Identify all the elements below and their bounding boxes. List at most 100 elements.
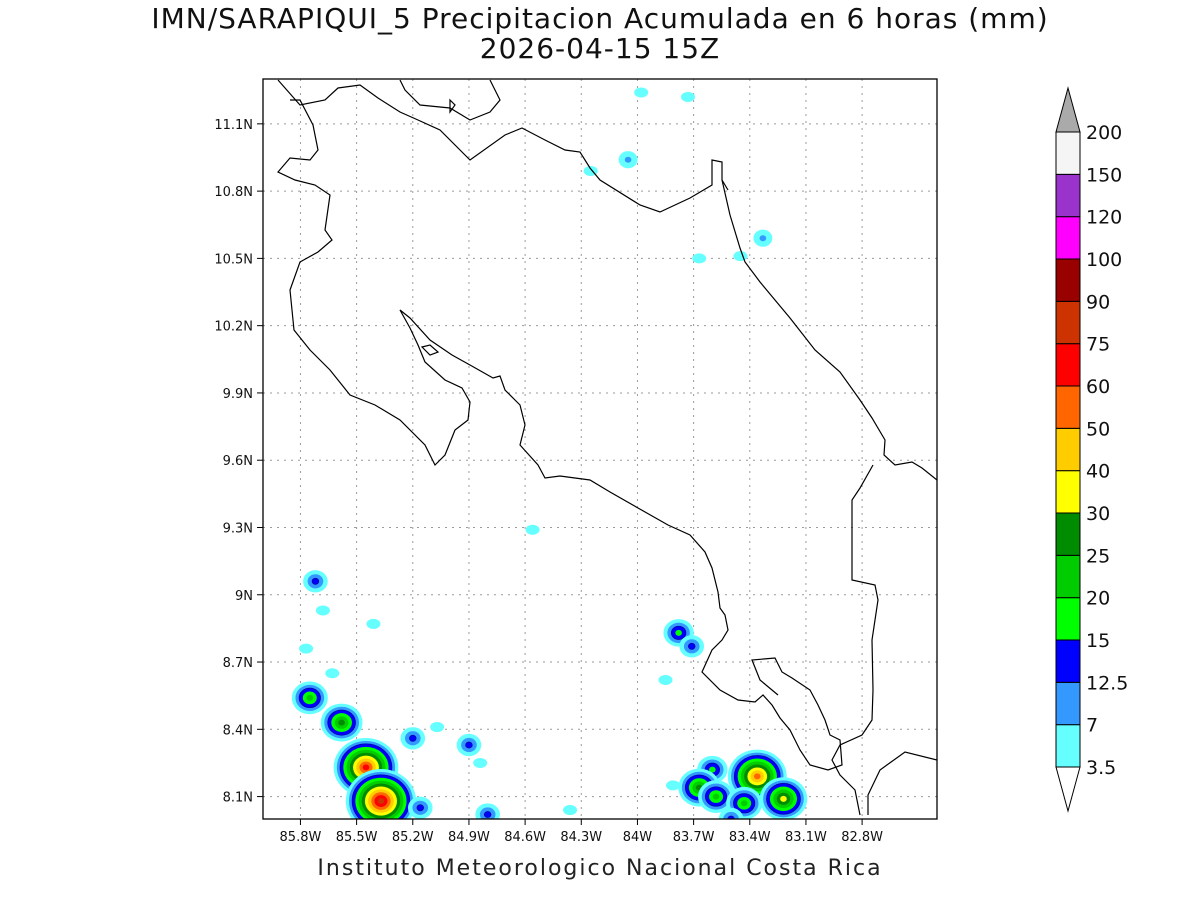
colorbar-swatch-3.5 — [1055, 724, 1081, 768]
precip-cell — [325, 668, 340, 679]
precip-cell — [407, 796, 433, 819]
lat-tick-label: 9N — [235, 589, 253, 604]
precip-cell — [315, 605, 330, 616]
lat-tick-label: 9.6N — [223, 454, 253, 469]
precipitation-layer — [291, 87, 808, 819]
plot-frame — [262, 78, 938, 820]
precip-level-3.5 — [315, 605, 330, 616]
precip-cell — [563, 805, 578, 816]
precip-level-12.5 — [727, 815, 735, 819]
precip-level-7 — [759, 235, 767, 242]
colorbar-swatch-12.5 — [1055, 639, 1081, 683]
lat-tick-label: 9.3N — [223, 521, 253, 536]
colorbar-under-triangle — [1055, 766, 1081, 813]
precip-level-12.5 — [483, 811, 492, 818]
precip-cell — [679, 635, 705, 658]
colorbar-label: 120 — [1086, 207, 1122, 229]
lon-tick-label: 85.8W — [280, 830, 322, 845]
precip-cell — [666, 780, 681, 791]
colorbar-swatch-120 — [1055, 173, 1081, 218]
precip-cell — [456, 733, 482, 757]
precip-cell — [303, 570, 328, 593]
lon-tick-label: 84W — [623, 830, 653, 845]
precip-cell — [698, 780, 735, 813]
colorbar-label: 15 — [1086, 630, 1110, 652]
colorbar-label: 12.5 — [1086, 672, 1128, 694]
precip-level-20 — [306, 694, 314, 701]
colorbar-label: 30 — [1086, 503, 1110, 525]
precip-cell — [658, 674, 673, 685]
coastline-nicaragua-border — [277, 79, 729, 213]
precip-level-7 — [723, 811, 739, 819]
precip-cell — [634, 87, 649, 98]
colorbar-legend: 3.5 7 12.5 15 20 25 30 40 50 60 75 90 100 120 150 200 — [1055, 86, 1128, 813]
colorbar-label: 50 — [1086, 418, 1110, 440]
colorbar-label: 7 — [1086, 715, 1098, 737]
precip-level-15 — [675, 629, 682, 636]
plot-area — [263, 79, 937, 819]
precip-level-15 — [709, 766, 716, 773]
colorbar-swatch-75 — [1055, 300, 1081, 345]
precip-level-3.5 — [658, 674, 673, 685]
precip-level-3.5 — [733, 251, 748, 262]
credit-line: Instituto Meteorologico Nacional Costa R… — [317, 856, 883, 881]
coastline-panama-border — [831, 464, 937, 816]
colorbar-swatch-150 — [1055, 131, 1081, 175]
colorbar-label: 90 — [1086, 291, 1110, 313]
precip-level-12.5 — [416, 804, 424, 812]
precip-level-3.5 — [473, 757, 488, 768]
precip-cell — [680, 91, 695, 102]
lon-tick-label: 83.7W — [673, 830, 715, 845]
colorbar-label: 75 — [1086, 334, 1110, 356]
precip-level-3.5 — [430, 722, 445, 733]
precip-level-3.5 — [666, 780, 681, 791]
lat-tick-label: 10.5N — [214, 252, 253, 267]
precip-level-3.5 — [366, 618, 381, 629]
lon-tick-label: 84.9W — [448, 830, 490, 845]
precip-level-3.5 — [563, 805, 578, 816]
precip-level-12.5 — [465, 741, 473, 749]
coastline-caribbean — [721, 179, 937, 481]
precip-cell — [473, 757, 488, 768]
lon-tick-label: 85.2W — [392, 830, 434, 845]
precip-level-30 — [780, 795, 787, 802]
precip-level-60 — [362, 764, 370, 771]
precip-level-3.5 — [692, 253, 707, 264]
precip-cell — [299, 643, 314, 654]
colorbar-label: 200 — [1086, 122, 1122, 144]
precip-cell — [525, 524, 540, 535]
precip-cell — [753, 229, 773, 247]
precip-cell — [759, 777, 808, 819]
precip-level-12.5 — [409, 734, 417, 742]
colorbar-label: 25 — [1086, 545, 1110, 567]
lat-tick-label: 10.2N — [214, 320, 253, 335]
precip-cell — [692, 253, 707, 264]
colorbar-swatch-40 — [1055, 427, 1081, 472]
precip-cell — [618, 151, 638, 169]
precip-level-20 — [712, 793, 720, 800]
precip-cell — [400, 727, 426, 750]
precip-level-3.5 — [299, 643, 314, 654]
colorbar-swatch-90 — [1055, 258, 1081, 302]
lon-tick-label: 83.1W — [785, 830, 827, 845]
precip-cell — [366, 618, 381, 629]
colorbar-swatch-100 — [1055, 216, 1081, 260]
colorbar-swatch-20 — [1055, 554, 1081, 599]
lat-tick-label: 8.1N — [223, 791, 253, 806]
colorbar-swatch-30 — [1055, 470, 1081, 514]
lat-tick-label: 8.7N — [223, 656, 253, 671]
precip-cell — [345, 769, 417, 819]
axis-ticks: 85.8W 85.5W 85.2W 84.9W 84.6W 84.3W 84W 83.7W 83… — [214, 118, 883, 845]
colorbar-swatch-50 — [1055, 385, 1081, 429]
lat-tick-label: 8.4N — [223, 723, 253, 738]
precip-level-12.5 — [311, 577, 320, 585]
precip-level-20 — [740, 800, 748, 807]
lon-tick-label: 85.5W — [336, 830, 378, 845]
coastline-pacific-north — [277, 79, 843, 771]
precip-cell — [430, 722, 445, 733]
precip-level-50 — [753, 773, 761, 780]
precip-cell — [475, 803, 500, 819]
colorbar-over-triangle — [1055, 86, 1081, 133]
colorbar-label: 40 — [1086, 461, 1110, 483]
lat-tick-label: 9.9N — [223, 387, 253, 402]
